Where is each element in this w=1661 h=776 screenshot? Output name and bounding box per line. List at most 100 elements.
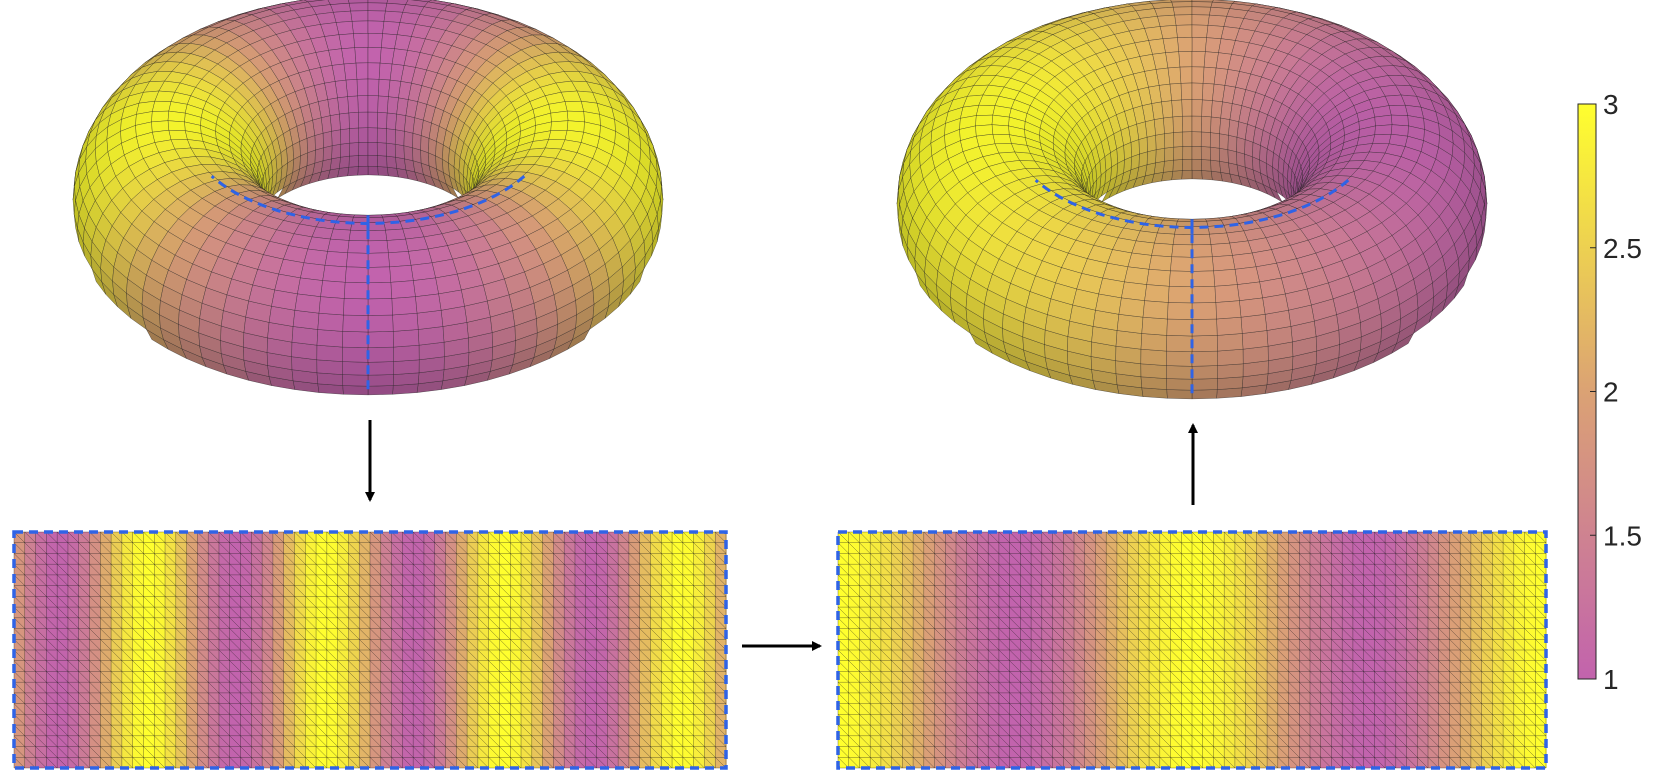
- torus-facet: [1148, 255, 1172, 272]
- torus-facet: [1201, 115, 1212, 133]
- torus-facet: [1182, 131, 1193, 147]
- torus-facet: [1154, 6, 1175, 17]
- torus-facet: [367, 33, 383, 48]
- torus-facet: [408, 248, 433, 266]
- torus-facet: [991, 124, 1010, 135]
- torus-facet: [1173, 131, 1184, 148]
- torus-facet: [394, 129, 405, 146]
- torus-facet: [1127, 252, 1152, 270]
- torus-facet: [331, 129, 342, 146]
- torus-facet: [1154, 232, 1175, 245]
- torus-facet: [347, 95, 359, 114]
- torus-facet: [1172, 115, 1183, 133]
- torus-facet: [1146, 149, 1157, 165]
- torus-facet: [1201, 170, 1213, 181]
- torus-facet: [1172, 159, 1183, 172]
- torus-facet: [354, 47, 369, 64]
- torus-facet: [294, 293, 321, 314]
- torus-facet: [1210, 159, 1221, 173]
- torus-facet: [976, 104, 996, 116]
- torus-facet: [392, 372, 420, 386]
- torus-facet: [385, 2, 406, 13]
- torus-facet: [1191, 286, 1217, 304]
- torus-facet: [385, 142, 396, 158]
- plane-seam-border: [836, 530, 1548, 770]
- torus-facet: [385, 128, 396, 145]
- colorbar-tick-label: 2.5: [1603, 233, 1642, 264]
- torus-facet: [1388, 104, 1408, 116]
- torus-facet: [1155, 133, 1166, 150]
- torus-facet: [1164, 146, 1175, 162]
- torus-facet: [303, 248, 328, 266]
- torus-facet: [403, 145, 414, 161]
- torus-facet: [1166, 318, 1193, 337]
- torus-facet: [388, 251, 412, 268]
- torus-facet: [1164, 132, 1175, 149]
- torus-facet: [367, 314, 394, 333]
- torus-facet: [392, 312, 419, 332]
- torus-facet: [367, 361, 394, 376]
- torus-facet: [367, 95, 379, 113]
- torus-facet: [339, 155, 350, 169]
- torus-facet: [1182, 158, 1193, 171]
- torus-facet: [1159, 25, 1178, 39]
- torus-facet: [389, 265, 414, 283]
- torus-facet: [392, 329, 420, 348]
- torus-facet: [367, 127, 378, 143]
- torus-facet: [1167, 66, 1182, 85]
- torus-facet: [1227, 149, 1238, 165]
- torus-facet: [1115, 330, 1143, 350]
- torus-facet: [1191, 24, 1209, 38]
- torus-facet: [340, 142, 351, 158]
- torus-facet: [1155, 147, 1166, 164]
- torus-facet: [316, 329, 344, 348]
- torus-facet: [564, 100, 584, 112]
- torus-facet: [1209, 232, 1230, 245]
- torus-facet: [1191, 244, 1213, 258]
- torus-facet: [367, 154, 378, 167]
- torus-facet: [367, 298, 393, 316]
- torus-facet: [1191, 335, 1218, 352]
- torus-facet: [330, 2, 351, 13]
- torus-facet: [339, 112, 350, 130]
- torus-facet: [1173, 146, 1184, 161]
- torus-facet: [342, 331, 369, 348]
- torus-facet: [1163, 159, 1174, 173]
- torus-facet: [348, 111, 359, 129]
- torus-facet: [322, 145, 333, 161]
- torus-facet: [1144, 284, 1170, 303]
- torus-facet: [367, 282, 393, 300]
- torus-facet: [992, 133, 1012, 145]
- torus-facet: [342, 346, 369, 363]
- torus-facet: [1191, 169, 1203, 180]
- torus-facet: [1169, 83, 1182, 101]
- torus-facet: [393, 344, 420, 362]
- torus-facet: [1244, 139, 1254, 157]
- torus-facet: [1200, 131, 1211, 148]
- torus-facet: [548, 129, 568, 141]
- torus-facet: [1157, 14, 1177, 27]
- torus-facet: [394, 143, 405, 160]
- colorbar: 1 1.5 2 2.5 3: [1577, 89, 1642, 695]
- torus-facet: [1191, 158, 1202, 171]
- torus-facet: [367, 385, 394, 396]
- torus-facet: [330, 228, 351, 241]
- torus-facet: [386, 155, 397, 169]
- torus-facet: [1191, 350, 1218, 367]
- torus-facet: [1212, 255, 1236, 272]
- torus-facet: [343, 282, 369, 300]
- torus-facet: [1202, 83, 1215, 101]
- torus-facet: [1171, 1, 1193, 8]
- torus-facet: [1167, 302, 1193, 320]
- torus-processed-panel: [896, 0, 1488, 400]
- torus-facet: [1191, 6, 1212, 16]
- torus-facet: [403, 130, 414, 148]
- torus-facet: [1219, 117, 1231, 136]
- torus-facet: [378, 62, 393, 81]
- torus-facet: [1202, 66, 1217, 85]
- torus-facet: [1166, 389, 1193, 400]
- torus-facet: [1179, 66, 1193, 84]
- torus-facet: [367, 374, 394, 387]
- torus-facet: [1175, 24, 1193, 38]
- torus-facet: [1218, 147, 1229, 164]
